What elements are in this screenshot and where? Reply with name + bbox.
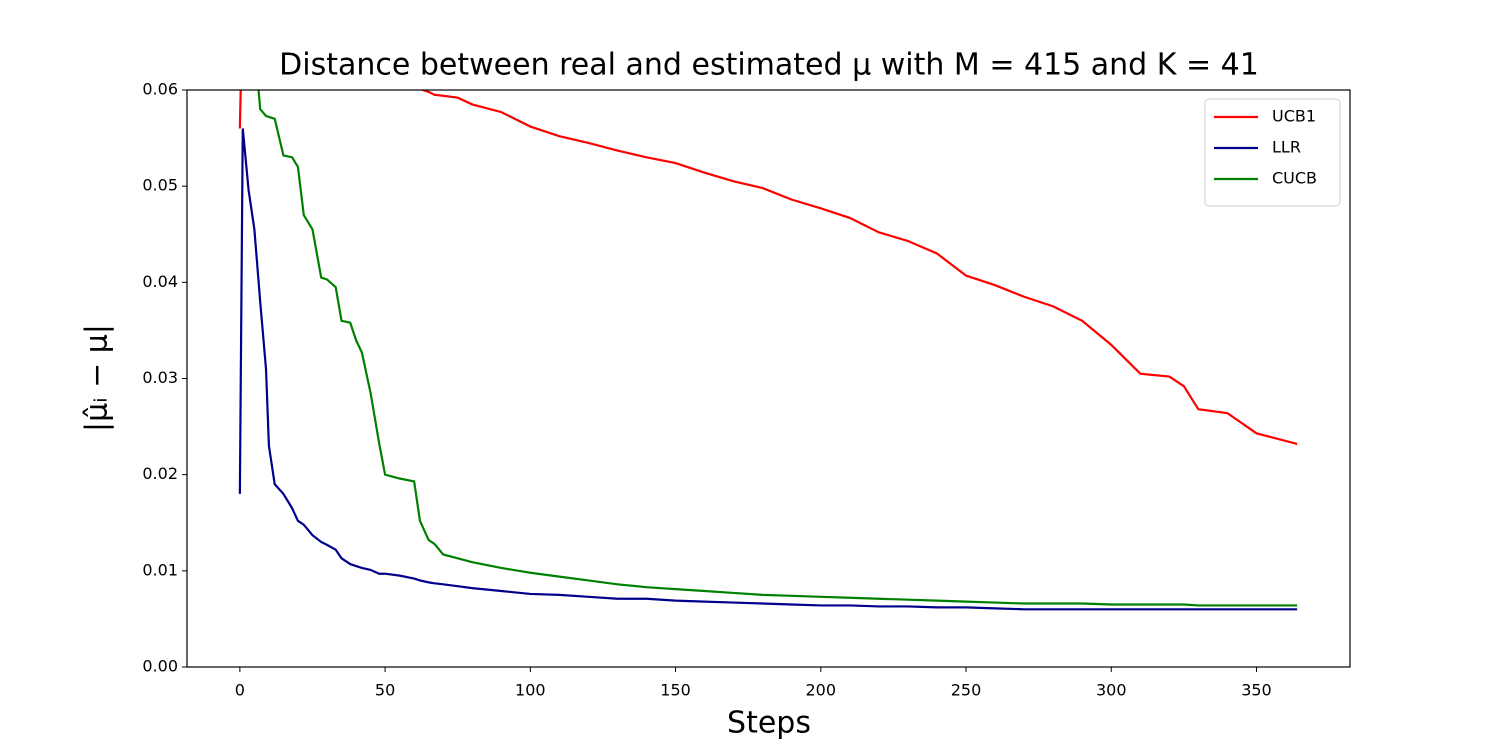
legend-label: CUCB — [1272, 169, 1317, 188]
series-line — [238, 90, 1298, 445]
x-tick-label: 300 — [1096, 681, 1127, 700]
y-tick-label: 0.02 — [142, 464, 178, 483]
x-tick-label: 0 — [235, 681, 245, 700]
x-tick-label: 50 — [375, 681, 395, 700]
series-line — [257, 90, 1298, 607]
series-line — [238, 128, 1298, 611]
x-axis-label: Steps — [727, 706, 811, 741]
x-tick-label: 350 — [1241, 681, 1272, 700]
legend-label: UCB1 — [1272, 107, 1316, 126]
chart-title: Distance between real and estimated μ wi… — [279, 48, 1259, 83]
y-tick-label: 0.06 — [142, 80, 178, 99]
y-tick-label: 0.04 — [142, 272, 178, 291]
plot-area — [238, 90, 1298, 611]
x-tick-label: 250 — [951, 681, 982, 700]
y-tick-label: 0.05 — [142, 176, 178, 195]
y-tick-label: 0.01 — [142, 560, 178, 579]
y-axis-label: |μ̂ᵢ − μ| — [80, 324, 115, 432]
legend-label: LLR — [1272, 138, 1301, 157]
x-tick-label: 200 — [806, 681, 837, 700]
x-tick-label: 150 — [660, 681, 691, 700]
axes-frame — [186, 89, 1351, 668]
y-tick-label: 0.03 — [142, 368, 178, 387]
y-tick-label: 0.00 — [142, 657, 178, 676]
x-tick-label: 100 — [515, 681, 546, 700]
